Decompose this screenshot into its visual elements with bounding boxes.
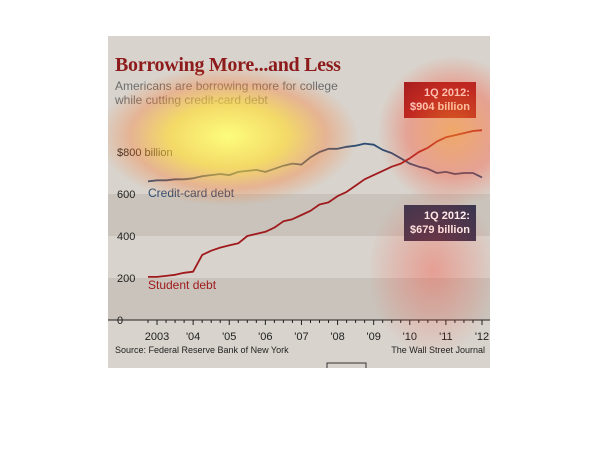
background-band: [108, 278, 490, 320]
credit-card-series-label: Credit-card debt: [148, 186, 235, 200]
x-tick-label: '09: [367, 331, 381, 343]
x-tick-label: '04: [186, 331, 200, 343]
source-note: Source: Federal Reserve Bank of New York: [115, 345, 289, 355]
y-tick-label: 400: [117, 231, 135, 243]
student-callout-line1: 1Q 2012:: [424, 87, 470, 99]
y-tick-label: 600: [117, 189, 135, 201]
credit-card-debt-callout: 1Q 2012: $679 billion: [404, 205, 476, 241]
x-tick-label: '08: [330, 331, 344, 343]
student-debt-callout: 1Q 2012: $904 billion: [404, 82, 476, 118]
y-tick-label: 200: [117, 273, 135, 285]
y-tick-label: $800 billion: [117, 147, 173, 159]
student-callout-line2: $904 billion: [410, 101, 470, 113]
bracket-mark: [326, 362, 367, 368]
x-tick-label: '07: [294, 331, 308, 343]
student-series-label: Student debt: [148, 278, 217, 292]
chart-panel: 0 200 400 600 $800 billion 2003 '04 '05 '06 '07 '0…: [108, 36, 490, 368]
x-tick-label: 2003: [145, 331, 169, 343]
credit-card-debt-line: [147, 142, 483, 183]
credit-callout-line1: 1Q 2012:: [424, 210, 470, 222]
y-tick-label: 0: [117, 315, 123, 327]
x-tick-label: '05: [222, 331, 236, 343]
x-tick-label: '12: [475, 331, 489, 343]
x-tick-label: '11: [439, 331, 453, 343]
x-tick-label: '06: [258, 331, 272, 343]
chart-subtitle: Americans are borrowing more for college…: [115, 79, 338, 107]
credit-note: The Wall Street Journal: [391, 345, 485, 355]
credit-callout-line2: $679 billion: [410, 224, 470, 236]
x-tick-label: '10: [403, 331, 417, 343]
chart-axis: [108, 319, 490, 325]
chart-title: Borrowing More...and Less: [115, 54, 341, 76]
